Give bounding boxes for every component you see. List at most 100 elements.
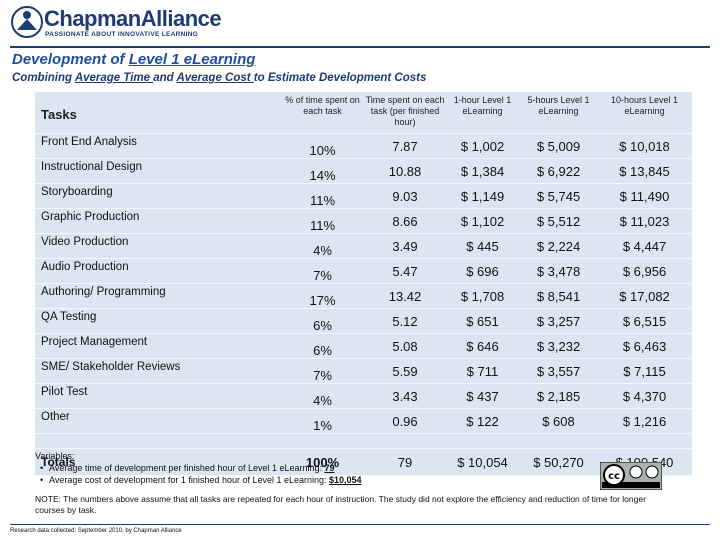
cell: $ 6,956	[597, 258, 692, 284]
cell: $ 1,102	[445, 208, 520, 234]
task-name: Front End Analysis	[35, 133, 280, 159]
cell: 11%	[280, 208, 365, 234]
total-cell: $ 10,054	[445, 448, 520, 476]
task-name: Graphic Production	[35, 208, 280, 234]
blank-cell	[445, 433, 520, 449]
title: Development of Level 1 eLearning	[12, 51, 255, 68]
cell: $ 13,845	[597, 158, 692, 184]
table-row: Instructional Design 14% 10.88 $ 1,384 $ 6,9…	[35, 158, 692, 184]
subtitle-part: and	[153, 72, 177, 84]
variable-item: Average cost of development for 1 finish…	[35, 474, 362, 486]
cell: $ 445	[445, 233, 520, 259]
blank-cell	[520, 433, 597, 449]
logo-text: ChapmanAlliance	[44, 6, 222, 31]
table-row: Project Management 6% 5.08 $ 646 $ 3,232 $ 6,…	[35, 333, 692, 359]
cell: $ 7,115	[597, 358, 692, 384]
variables-heading: Variables:	[35, 451, 75, 461]
cell: $ 711	[445, 358, 520, 384]
cell: $ 1,216	[597, 408, 692, 434]
task-name: Video Production	[35, 233, 280, 259]
cell: $ 1,002	[445, 133, 520, 159]
cell: $ 2,185	[520, 383, 597, 409]
variable-text: Average cost of development for 1 finish…	[49, 475, 330, 485]
cell: $ 1,149	[445, 183, 520, 209]
column-header: 5-hours Level 1 eLearning	[520, 92, 597, 134]
cell: 3.49	[365, 233, 445, 259]
subtitle-part: Average Cost	[176, 72, 254, 84]
subtitle: Combining Average Time and Average Cost …	[12, 72, 426, 84]
cell: $ 1,384	[445, 158, 520, 184]
subtitle-part: Combining	[12, 72, 75, 84]
table-row: Audio Production 7% 5.47 $ 696 $ 3,478 $ 6,95…	[35, 258, 692, 284]
cell: 10.88	[365, 158, 445, 184]
task-name: Project Management	[35, 333, 280, 359]
cell: $ 5,745	[520, 183, 597, 209]
cell: 5.59	[365, 358, 445, 384]
cost-table: Tasks% of time spent on each task Time sp…	[35, 92, 692, 476]
logo-icon	[11, 6, 43, 38]
cell: 10%	[280, 133, 365, 159]
title-part: Level 1 eLearning	[128, 51, 256, 68]
footer: Research data collected: September 2010,…	[10, 528, 182, 534]
cell: 4%	[280, 383, 365, 409]
header-rule	[10, 46, 710, 48]
task-name: Pilot Test	[35, 383, 280, 409]
task-name: Instructional Design	[35, 158, 280, 184]
table-row: Front End Analysis 10% 7.87 $ 1,002 $ 5,009 $…	[35, 133, 692, 159]
cell: 7.87	[365, 133, 445, 159]
cell: $ 608	[520, 408, 597, 434]
blank-cell	[365, 433, 445, 449]
svg-text:cc: cc	[608, 471, 620, 482]
total-cell: $ 50,270	[520, 448, 597, 476]
subtitle-part: Average Time	[74, 72, 154, 84]
cell: 4%	[280, 233, 365, 259]
task-name: Audio Production	[35, 258, 280, 284]
column-header: % of time spent on each task	[280, 92, 365, 134]
column-header: 10-hours Level 1 eLearning	[597, 92, 692, 134]
cell: 0.96	[365, 408, 445, 434]
variable-value: $10,054	[329, 475, 362, 485]
cc-badge: cc	[600, 462, 662, 490]
note: NOTE: The numbers above assume that all …	[35, 494, 646, 515]
blank-cell	[35, 433, 280, 449]
cell: $ 11,023	[597, 208, 692, 234]
cell: $ 3,478	[520, 258, 597, 284]
variable-text: Average time of development per finished…	[49, 463, 325, 473]
table-row: Storyboarding 11% 9.03 $ 1,149 $ 5,745 $ 11,4…	[35, 183, 692, 209]
cell: 6%	[280, 308, 365, 334]
header-row: Tasks% of time spent on each task Time sp…	[35, 92, 692, 134]
cell: 14%	[280, 158, 365, 184]
cell: $ 437	[445, 383, 520, 409]
cell: 17%	[280, 283, 365, 309]
cell: $ 696	[445, 258, 520, 284]
cell: 5.08	[365, 333, 445, 359]
blank-cell	[597, 433, 692, 449]
cell: $ 3,257	[520, 308, 597, 334]
cell: $ 2,224	[520, 233, 597, 259]
cell: $ 6,515	[597, 308, 692, 334]
cell: $ 651	[445, 308, 520, 334]
table-row: Video Production 4% 3.49 $ 445 $ 2,224 $ 4,44…	[35, 233, 692, 259]
blank-cell	[280, 433, 365, 449]
cell: 1%	[280, 408, 365, 434]
cell: $ 1,708	[445, 283, 520, 309]
cell: 3.43	[365, 383, 445, 409]
title-part: Development of	[12, 51, 129, 68]
variable-value: 79	[324, 463, 335, 473]
cell: $ 6,922	[520, 158, 597, 184]
column-header: 1-hour Level 1 eLearning	[445, 92, 520, 134]
cell: 11%	[280, 183, 365, 209]
footer-rule	[10, 524, 710, 525]
cell: $ 3,557	[520, 358, 597, 384]
cell: $ 122	[445, 408, 520, 434]
cell: 8.66	[365, 208, 445, 234]
cell: $ 5,009	[520, 133, 597, 159]
table-row: Pilot Test 4% 3.43 $ 437 $ 2,185 $ 4,370	[35, 383, 692, 409]
variables: Variables: Average time of development p…	[35, 450, 362, 486]
cell: 6%	[280, 333, 365, 359]
cell: 13.42	[365, 283, 445, 309]
task-name: QA Testing	[35, 308, 280, 334]
table-row: SME/ Stakeholder Reviews 7% 5.59 $ 711 $ 3,5…	[35, 358, 692, 384]
table-row: QA Testing 6% 5.12 $ 651 $ 3,257 $ 6,515	[35, 308, 692, 334]
